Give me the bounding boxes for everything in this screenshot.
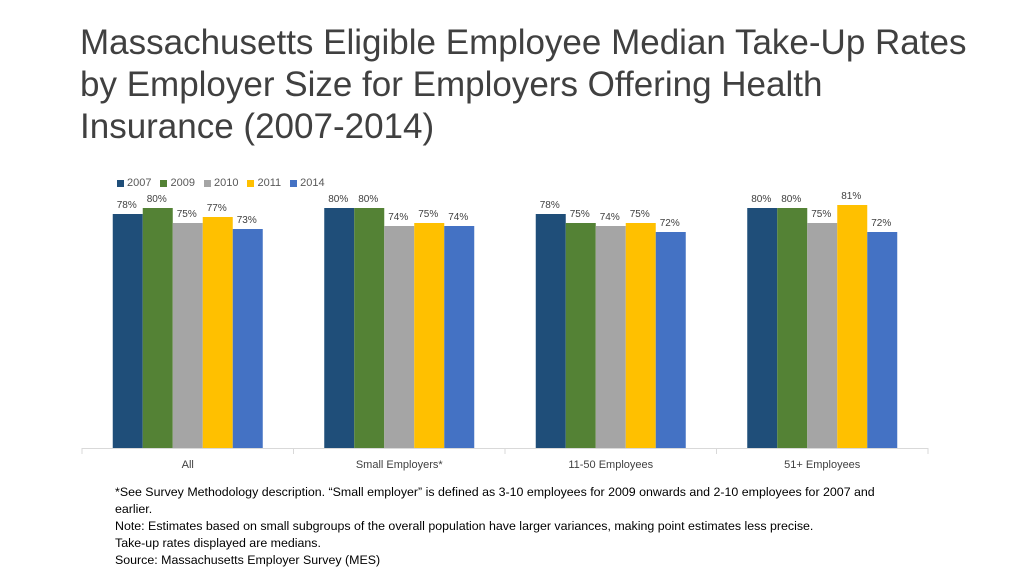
legend-label-2014: 2014: [300, 177, 325, 189]
bar-2007-3: [747, 208, 778, 448]
legend-label-2011: 2011: [257, 177, 282, 189]
footnote-source: Source: Massachusetts Employer Survey (M…: [115, 553, 381, 567]
bar-2009-2: [565, 223, 596, 448]
category-label-1: Small Employers*: [356, 459, 444, 471]
bar-2010-1: [384, 226, 415, 448]
bar-2010-3: [807, 223, 838, 448]
data-label-2009-2: 75%: [570, 209, 590, 220]
bar-2009-0: [142, 208, 173, 448]
legend-item-2007: 2007: [117, 177, 151, 189]
bar-2010-0: [172, 223, 203, 448]
data-label-2010-1: 74%: [388, 212, 408, 223]
bar-2011-2: [625, 223, 656, 448]
bar-2014-2: [655, 232, 686, 448]
bar-2009-3: [777, 208, 808, 448]
data-label-2010-0: 75%: [177, 209, 197, 220]
data-label-2007-1: 80%: [328, 194, 348, 205]
bar-2011-1: [414, 223, 445, 448]
chart-title: Massachusetts Eligible Employee Median T…: [80, 23, 967, 146]
data-label-2007-0: 78%: [117, 200, 137, 211]
footnote-note: Note: Estimates based on small subgroups…: [115, 519, 814, 533]
legend-swatch-2011: [247, 179, 255, 187]
bar-2014-1: [444, 226, 475, 448]
legend-swatch-2014: [290, 179, 298, 187]
bar-2011-0: [202, 217, 233, 448]
data-label-2014-0: 73%: [237, 215, 257, 226]
bar-2011-3: [837, 205, 868, 448]
legend-swatch-2010: [203, 179, 211, 187]
footnote-methodology: *See Survey Methodology description. “Sm…: [115, 485, 875, 516]
data-label-2010-2: 74%: [600, 212, 620, 223]
data-label-2011-3: 81%: [841, 191, 861, 202]
data-label-2009-3: 80%: [781, 194, 801, 205]
legend-item-2014: 2014: [290, 177, 325, 189]
data-label-2011-2: 75%: [630, 209, 650, 220]
footnotes: *See Survey Methodology description. “Sm…: [115, 484, 915, 569]
data-label-2010-3: 75%: [811, 209, 831, 220]
bar-2014-0: [232, 229, 263, 448]
bar-2010-2: [595, 226, 626, 448]
category-label-0: All: [182, 459, 194, 471]
data-label-2011-0: 77%: [207, 203, 227, 214]
legend-item-2009: 2009: [160, 177, 195, 189]
bar-2014-3: [867, 232, 898, 448]
chart-legend: 2007 2009 2010 2011 2014: [117, 177, 325, 189]
legend-swatch-2009: [160, 179, 168, 187]
legend-item-2010: 2010: [203, 177, 239, 189]
legend-label-2009: 2009: [170, 177, 195, 189]
data-label-2007-2: 78%: [540, 200, 560, 211]
bar-2007-2: [535, 214, 566, 448]
bar-chart: 78% 80% 75% 77% 73% All 80% 80% 74% 75% 74% Small E…: [81, 191, 929, 471]
data-label-2014-1: 74%: [448, 212, 468, 223]
bar-2007-1: [324, 208, 355, 448]
category-label-2: 11-50 Employees: [568, 459, 653, 471]
data-label-2014-3: 72%: [871, 218, 891, 229]
legend-label-2010: 2010: [213, 177, 239, 189]
footnote-medians: Take-up rates displayed are medians.: [115, 536, 321, 550]
data-label-2009-0: 80%: [147, 194, 167, 205]
legend-swatch-2007: [117, 179, 124, 187]
data-label-2009-1: 80%: [358, 194, 378, 205]
data-label-2014-2: 72%: [660, 218, 680, 229]
bar-2009-1: [354, 208, 385, 448]
legend-label-2007: 2007: [127, 177, 152, 189]
bar-2007-0: [112, 214, 143, 448]
category-label-3: 51+ Employees: [784, 459, 861, 471]
data-label-2011-1: 75%: [418, 209, 438, 220]
legend-item-2011: 2011: [247, 177, 281, 189]
data-label-2007-3: 80%: [751, 194, 771, 205]
